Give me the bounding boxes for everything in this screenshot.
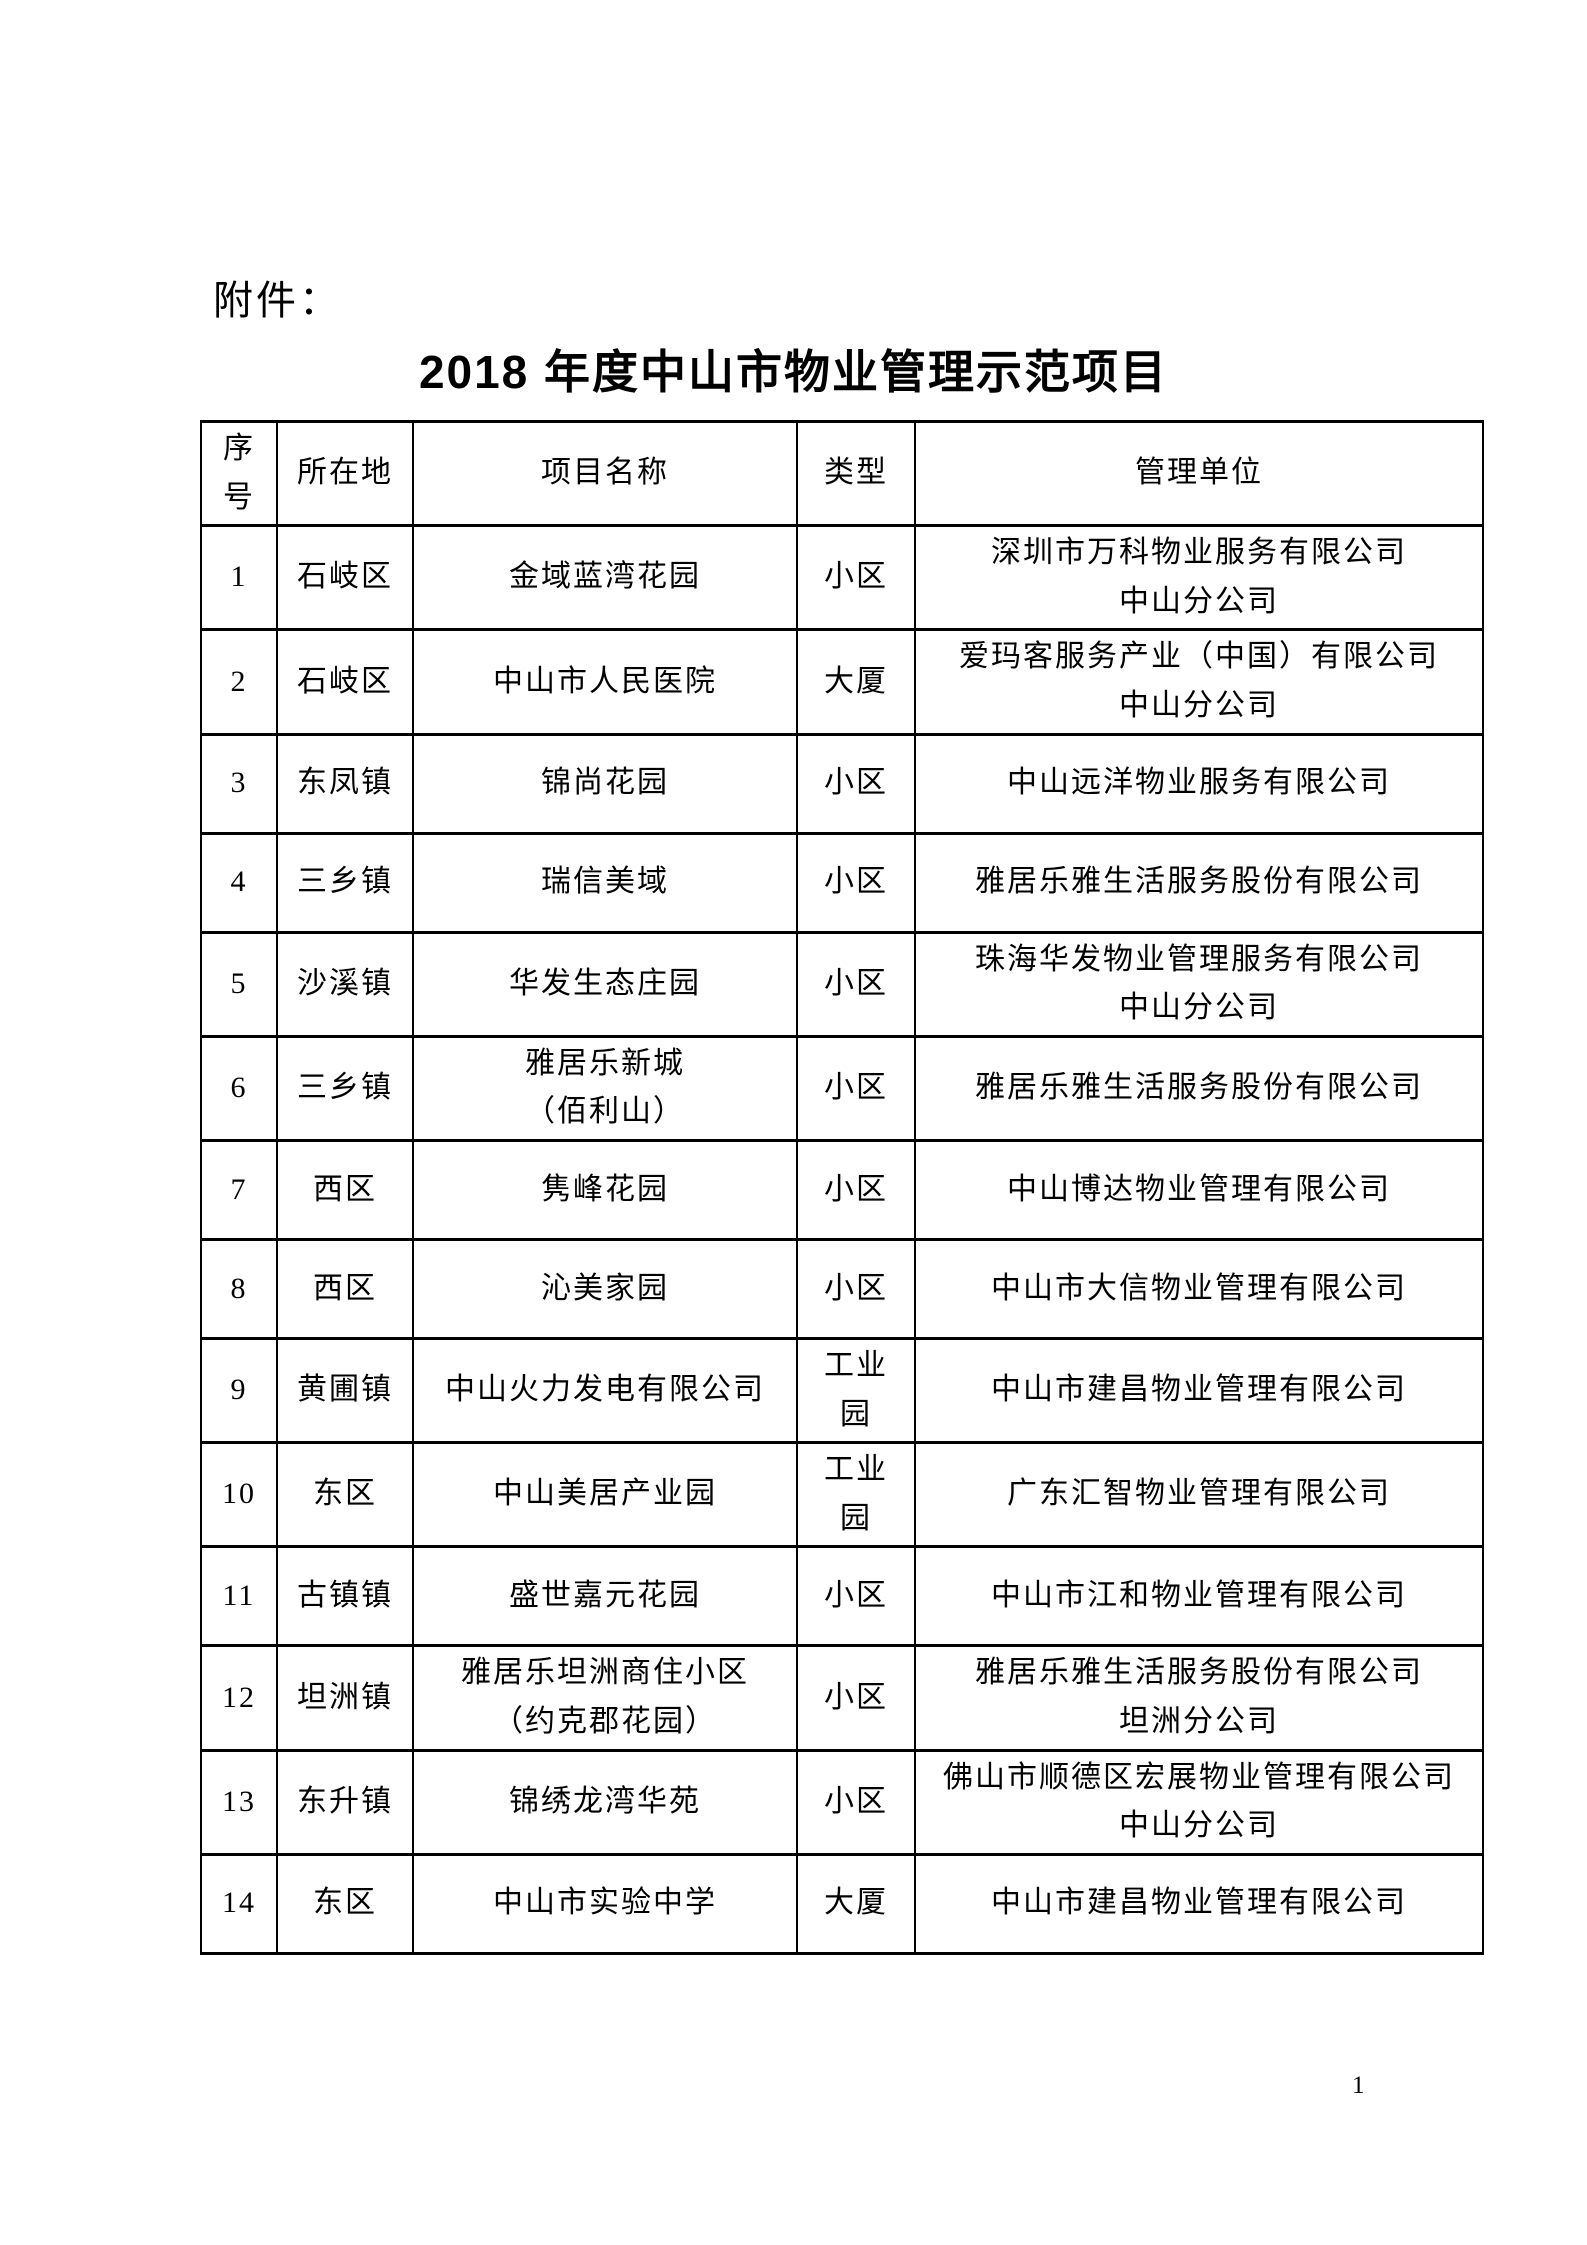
table-row: 14 东区 中山市实验中学 大厦 中山市建昌物业管理有限公司 [200,1852,1484,1955]
row-no: 7 [200,1138,278,1241]
row-manager: 中山远洋物业服务有限公司 [914,732,1484,835]
col-header-location: 所在地 [276,419,414,528]
table-row: 3 东凤镇 锦尚花园 小区 中山远洋物业服务有限公司 [200,732,1484,835]
row-project: 华发生态庄园 [412,930,798,1038]
table-row: 1 石岐区 金域蓝湾花园 小区 深圳市万科物业服务有限公司 中山分公司 [200,524,1484,632]
table-row: 6 三乡镇 雅居乐新城 （佰利山） 小区 雅居乐雅生活服务股份有限公司 [200,1034,1484,1142]
row-location: 东凤镇 [276,732,414,835]
table-row: 8 西区 沁美家园 小区 中山市大信物业管理有限公司 [200,1237,1484,1340]
row-type: 大厦 [796,628,916,736]
projects-table: 序 号 所在地 项目名称 类型 管理单位 1 石岐区 金域蓝湾花园 小区 深圳市万科物业… [200,419,1484,1955]
row-type: 小区 [796,930,916,1038]
row-location: 东升镇 [276,1748,414,1856]
col-header-type: 类型 [796,419,916,528]
row-project: 金域蓝湾花园 [412,524,798,632]
projects-table-header: 序 号 所在地 项目名称 类型 管理单位 [200,419,1484,528]
row-project: 锦尚花园 [412,732,798,835]
row-location: 三乡镇 [276,1034,414,1142]
row-no: 5 [200,930,278,1038]
row-project: 沁美家园 [412,1237,798,1340]
row-manager: 中山市建昌物业管理有限公司 [914,1852,1484,1955]
row-no: 4 [200,831,278,934]
row-no: 3 [200,732,278,835]
row-type: 小区 [796,1237,916,1340]
row-type: 大厦 [796,1852,916,1955]
row-type: 小区 [796,1034,916,1142]
table-row: 9 黄圃镇 中山火力发电有限公司 工业 园中山市建昌物业管理有限公司 [200,1336,1484,1445]
row-project: 盛世嘉元花园 [412,1545,798,1648]
row-manager: 珠海华发物业管理服务有限公司 中山分公司 [914,930,1484,1038]
row-project: 雅居乐坦洲商住小区 （约克郡花园） [412,1644,798,1752]
row-type: 工业 园 [796,1336,916,1445]
page-number: 1 [1352,2072,1365,2099]
row-location: 石岐区 [276,524,414,632]
row-no: 9 [200,1336,278,1445]
row-location: 石岐区 [276,628,414,736]
row-manager: 雅居乐雅生活服务股份有限公司 坦洲分公司 [914,1644,1484,1752]
row-type: 小区 [796,1138,916,1241]
row-type: 小区 [796,524,916,632]
row-no: 12 [200,1644,278,1752]
table-row: 13 东升镇 锦绣龙湾华苑 小区 佛山市顺德区宏展物业管理有限公司 中山分公司 [200,1748,1484,1856]
row-location: 三乡镇 [276,831,414,934]
row-no: 2 [200,628,278,736]
row-no: 13 [200,1748,278,1856]
row-manager: 中山市建昌物业管理有限公司 [914,1336,1484,1445]
row-manager: 雅居乐雅生活服务股份有限公司 [914,1034,1484,1142]
row-location: 坦洲镇 [276,1644,414,1752]
row-location: 西区 [276,1237,414,1340]
row-manager: 雅居乐雅生活服务股份有限公司 [914,831,1484,934]
page-title: 2018 年度中山市物业管理示范项目 [418,346,1169,398]
row-location: 黄圃镇 [276,1336,414,1445]
row-type: 小区 [796,1644,916,1752]
row-manager: 中山市大信物业管理有限公司 [914,1237,1484,1340]
table-row: 2 石岐区 中山市人民医院 大厦 爱玛客服务产业（中国）有限公司 中山分公司 [200,628,1484,736]
col-header-manager: 管理单位 [914,419,1484,528]
row-project: 中山市人民医院 [412,628,798,736]
header-row: 序 号 所在地 项目名称 类型 管理单位 [200,419,1484,528]
row-type: 小区 [796,1545,916,1648]
row-no: 14 [200,1852,278,1955]
table-row: 4 三乡镇 瑞信美域 小区 雅居乐雅生活服务股份有限公司 [200,831,1484,934]
row-manager: 中山市江和物业管理有限公司 [914,1545,1484,1648]
row-project: 中山火力发电有限公司 [412,1336,798,1445]
row-manager: 中山博达物业管理有限公司 [914,1138,1484,1241]
row-type: 小区 [796,732,916,835]
row-location: 西区 [276,1138,414,1241]
row-type: 小区 [796,831,916,934]
row-manager: 广东汇智物业管理有限公司 [914,1441,1484,1549]
row-type: 小区 [796,1748,916,1856]
table-row: 7 西区 隽峰花园 小区 中山博达物业管理有限公司 [200,1138,1484,1241]
row-project: 雅居乐新城 （佰利山） [412,1034,798,1142]
col-header-project: 项目名称 [412,419,798,528]
row-no: 8 [200,1237,278,1340]
table-row: 11 古镇镇 盛世嘉元花园 小区 中山市江和物业管理有限公司 [200,1545,1484,1648]
row-manager: 爱玛客服务产业（中国）有限公司 中山分公司 [914,628,1484,736]
row-manager: 深圳市万科物业服务有限公司 中山分公司 [914,524,1484,632]
projects-table-body: 1 石岐区 金域蓝湾花园 小区 深圳市万科物业服务有限公司 中山分公司 2 石岐区 中山市人民… [200,524,1484,1955]
row-location: 沙溪镇 [276,930,414,1038]
row-no: 1 [200,524,278,632]
row-project: 中山美居产业园 [412,1441,798,1549]
row-no: 11 [200,1545,278,1648]
row-no: 10 [200,1441,278,1549]
row-location: 东区 [276,1441,414,1549]
row-project: 瑞信美域 [412,831,798,934]
row-location: 古镇镇 [276,1545,414,1648]
attachment-label: 附件： [213,278,342,323]
row-project: 隽峰花园 [412,1138,798,1241]
row-no: 6 [200,1034,278,1142]
table-row: 10 东区 中山美居产业园 工业 园广东汇智物业管理有限公司 [200,1441,1484,1549]
row-manager: 佛山市顺德区宏展物业管理有限公司 中山分公司 [914,1748,1484,1856]
row-project: 锦绣龙湾华苑 [412,1748,798,1856]
table-row: 5 沙溪镇 华发生态庄园 小区 珠海华发物业管理服务有限公司 中山分公司 [200,930,1484,1038]
col-header-no: 序 号 [200,419,278,528]
row-project: 中山市实验中学 [412,1852,798,1955]
table-row: 12 坦洲镇 雅居乐坦洲商住小区 （约克郡花园） 小区 雅居乐雅生活服务股份有限公司 坦… [200,1644,1484,1752]
row-location: 东区 [276,1852,414,1955]
row-type: 工业 园 [796,1441,916,1549]
